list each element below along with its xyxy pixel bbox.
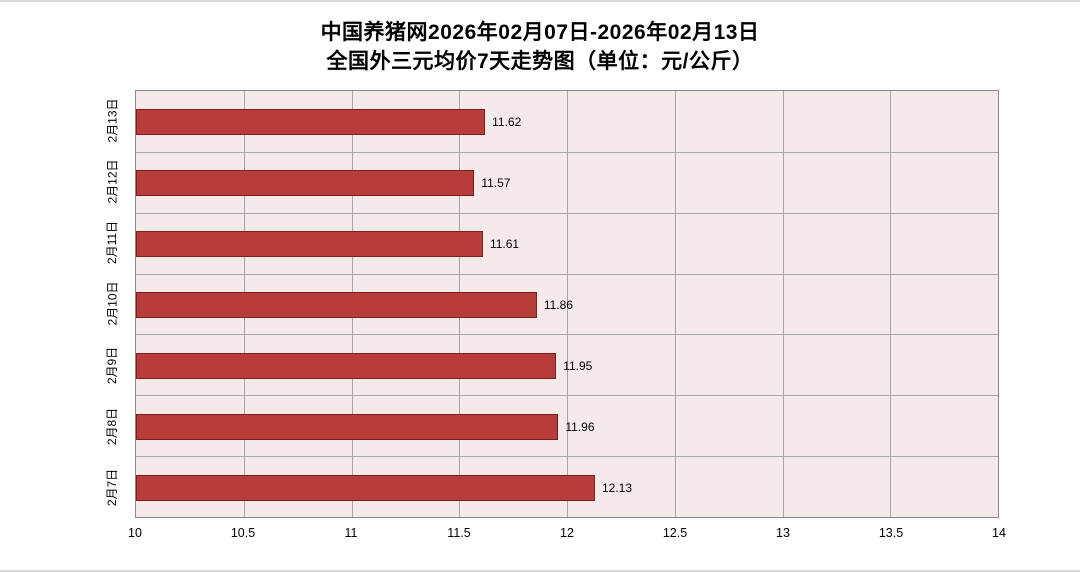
- bar-value-label: 11.95: [563, 359, 593, 374]
- bar-2月9日: [136, 353, 557, 380]
- bar-row: 12.13: [136, 458, 998, 519]
- x-axis-tick-13.5: 13.5: [878, 526, 904, 540]
- x-axis-tick-10: 10: [128, 526, 142, 540]
- x-axis-tick-12.5: 12.5: [662, 526, 688, 540]
- bar-2月10日: [136, 291, 537, 318]
- x-axis-tick-13: 13: [776, 526, 790, 540]
- y-axis-label-2月13日: 2月13日: [105, 98, 120, 143]
- y-axis-label-2月11日: 2月11日: [105, 221, 120, 265]
- horizontal-gridline: [136, 212, 998, 214]
- y-axis-label-2月7日: 2月7日: [105, 468, 120, 507]
- x-axis-tick-10.5: 10.5: [230, 526, 256, 540]
- y-axis-label-2月8日: 2月8日: [105, 407, 120, 445]
- bar-2月8日: [136, 414, 559, 441]
- bar-row: 11.57: [136, 152, 998, 213]
- vertical-gridline: [674, 91, 676, 517]
- bar-row: 11.95: [136, 336, 998, 397]
- y-axis-label-2月12日: 2月12日: [105, 159, 120, 204]
- plot-area: 11.62 11.57 11.61 11.86 11.95 11.96 12.13: [135, 90, 999, 518]
- chart-title-line1: 中国养猪网2026年02月07日-2026年02月13日: [320, 21, 760, 44]
- bar-2月7日: [136, 475, 595, 502]
- bar-2月12日: [136, 169, 475, 196]
- horizontal-gridline: [136, 334, 998, 336]
- bar-row: 11.61: [136, 213, 998, 274]
- y-axis-label-2月9日: 2月9日: [105, 346, 120, 384]
- bar-value-label: 12.13: [602, 481, 633, 496]
- y-axis-label-2月10日: 2月10日: [105, 281, 120, 326]
- vertical-gridline: [782, 91, 784, 517]
- bar-value-label: 11.61: [489, 236, 520, 251]
- bar-row: 11.96: [136, 397, 998, 458]
- horizontal-gridline: [136, 456, 998, 458]
- bar-value-label: 11.86: [543, 297, 573, 312]
- chart-title-line2: 全国外三元均价7天走势图（单位：元/公斤）: [326, 50, 754, 73]
- vertical-gridline: [890, 91, 892, 517]
- vertical-gridline: [567, 91, 568, 517]
- horizontal-gridline: [136, 273, 998, 275]
- x-axis-tick-11.5: 11.5: [447, 526, 471, 540]
- bar-2月11日: [136, 230, 483, 257]
- chart-title: 中国养猪网2026年02月07日-2026年02月13日 全国外三元均价7天走势…: [0, 18, 1080, 76]
- horizontal-gridline: [136, 395, 998, 397]
- x-axis-tick-12: 12: [560, 526, 574, 540]
- x-axis-tick-11: 11: [344, 526, 358, 540]
- horizontal-gridline: [136, 151, 998, 153]
- bar-row: 11.62: [136, 91, 998, 152]
- x-axis-tick-14: 14: [992, 526, 1006, 540]
- bar-row: 11.86: [136, 274, 998, 335]
- bar-value-label: 11.57: [481, 175, 511, 190]
- bar-value-label: 11.96: [565, 420, 595, 435]
- bar-2月13日: [136, 108, 486, 135]
- bar-value-label: 11.62: [492, 114, 522, 129]
